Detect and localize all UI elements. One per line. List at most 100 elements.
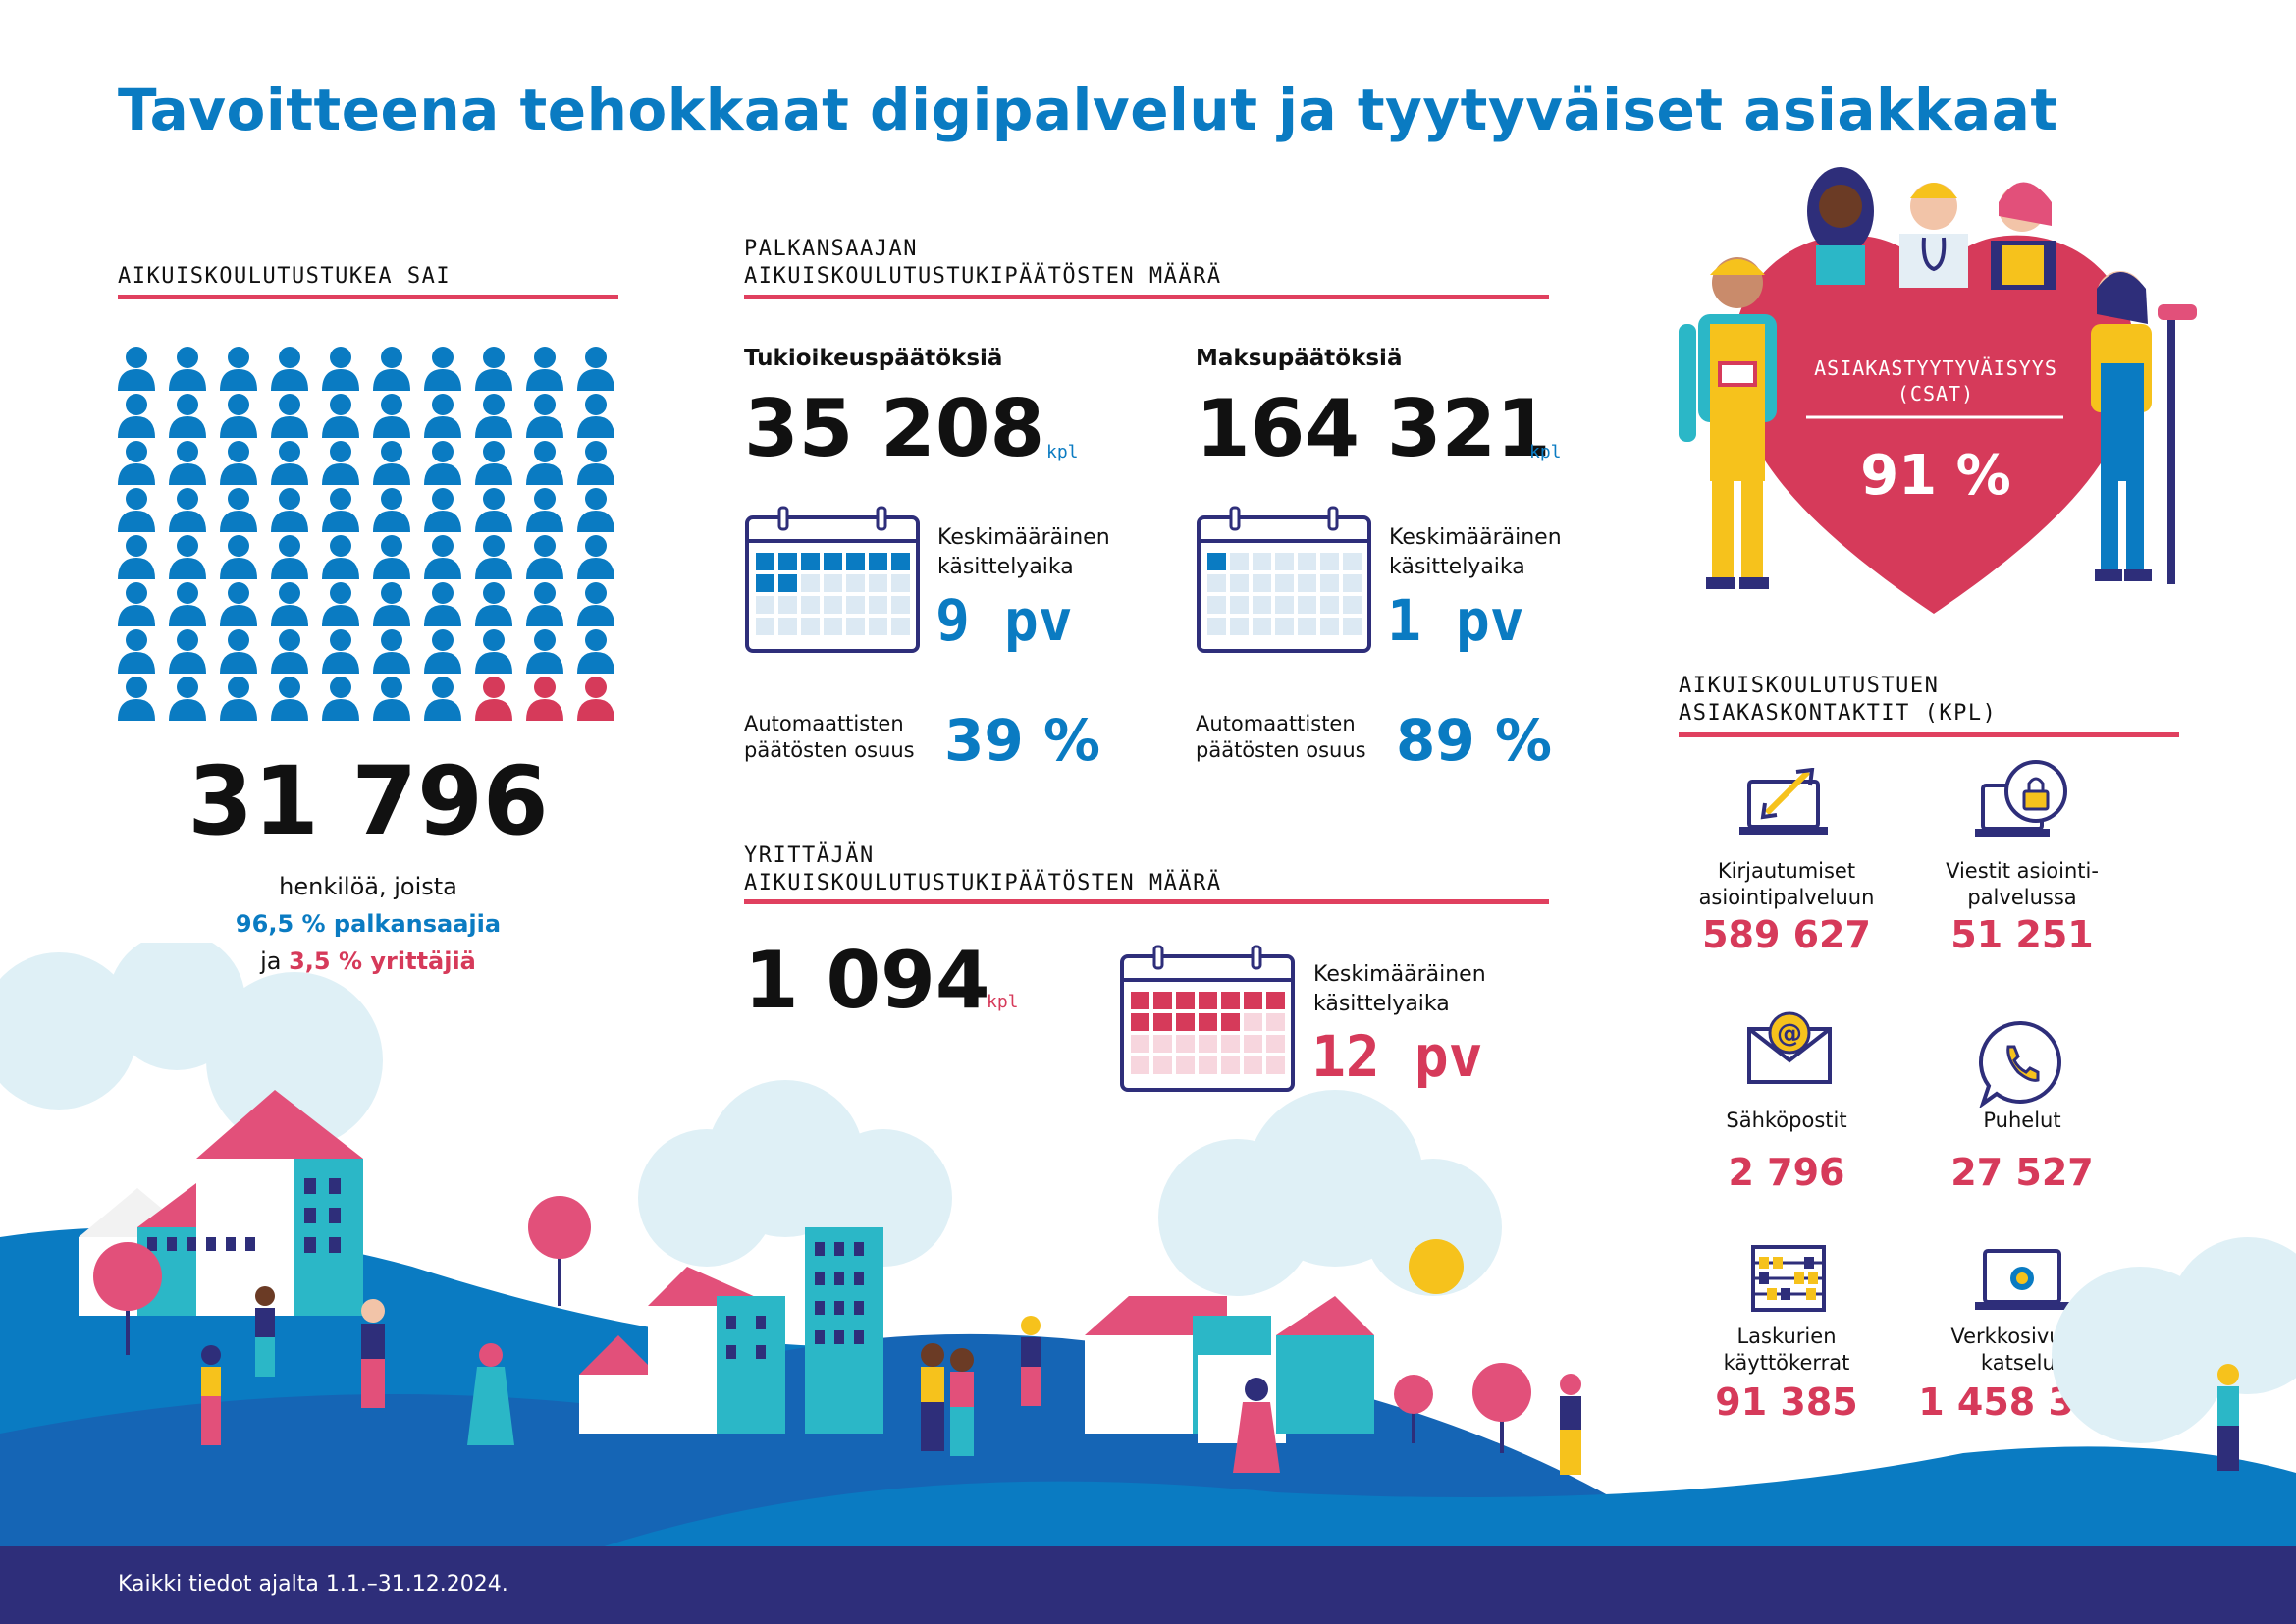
calendar-day-empty	[1244, 1013, 1262, 1031]
contact-logins-label-2: asiointipalveluun	[1698, 886, 1875, 909]
person-icon	[169, 441, 206, 485]
contact-messages-label-2: palvelussa	[1967, 886, 2077, 909]
login-laptop-icon	[1739, 768, 1828, 835]
person-icon	[322, 441, 359, 485]
contact-web-label-2: katselut	[1980, 1351, 2064, 1375]
contact-messages-value: 51 251	[1950, 913, 2094, 956]
calendar-day-filled	[756, 574, 774, 592]
entrepreneur-heading: YRITTÄJÄN AIKUISKOULUTUSTUKIPÄÄTÖSTEN MÄ…	[744, 842, 1222, 897]
person-icon	[424, 347, 461, 391]
col2-auto-label: Automaattisten päätösten osuus	[1196, 711, 1366, 764]
col2-title: Maksupäätöksiä	[1196, 346, 1403, 371]
person-icon	[577, 488, 614, 532]
calendar-day-empty	[1253, 553, 1271, 570]
person-icon	[322, 394, 359, 438]
person-icon	[220, 441, 257, 485]
abacus-icon	[1751, 1245, 1826, 1312]
person-icon	[271, 488, 308, 532]
calendar-day-empty	[756, 618, 774, 635]
person-icon	[373, 629, 410, 674]
person-icon	[424, 441, 461, 485]
calendar-day-empty	[1266, 1013, 1285, 1031]
person-icon	[169, 629, 206, 674]
contacts-heading-l1: AIKUISKOULUTUSTUEN	[1679, 674, 1940, 698]
people-line1: henkilöä, joista	[279, 873, 457, 900]
calendar-day-filled	[1153, 992, 1172, 1009]
calendar-day-empty	[1221, 1056, 1240, 1074]
col1-time-label: Keskimääräinen käsittelyaika	[937, 523, 1110, 582]
calendar-day-empty	[1343, 596, 1362, 614]
calendar-day-empty	[1230, 596, 1249, 614]
col1-value: 35 208	[744, 383, 1045, 474]
doctor-figure	[1899, 183, 1968, 288]
person-icon	[220, 582, 257, 626]
person-icon	[373, 582, 410, 626]
person-icon	[475, 535, 512, 579]
col2-value: 164 321	[1196, 383, 1551, 474]
person-icon	[118, 629, 155, 674]
entrepreneur-value: 1 094	[744, 935, 990, 1026]
person-icon	[475, 582, 512, 626]
person-icon	[271, 535, 308, 579]
col2-time-label: Keskimääräinen käsittelyaika	[1389, 523, 1562, 582]
people-grid	[118, 347, 614, 721]
contact-calculator-label-2: käyttökerrat	[1723, 1351, 1850, 1375]
person-icon	[118, 347, 155, 391]
calendar-day-empty	[1253, 618, 1271, 635]
person-icon	[169, 347, 206, 391]
heart-shape	[1732, 235, 2136, 614]
calendar-day-empty	[756, 596, 774, 614]
phone-icon	[1978, 1020, 2061, 1108]
person-icon	[424, 488, 461, 532]
employee-heading-l1: PALKANSAAJAN	[744, 237, 918, 261]
calendar-day-empty	[1207, 574, 1226, 592]
calendar-day-empty	[869, 574, 887, 592]
person-icon	[271, 629, 308, 674]
calendar-day-empty	[824, 618, 842, 635]
person-icon	[475, 629, 512, 674]
contact-logins-value: 589 627	[1702, 913, 1871, 956]
contact-messages-label-1: Viestit asiointi-	[1946, 859, 2099, 883]
calendar-day-empty	[846, 574, 865, 592]
painter-figure	[2091, 271, 2197, 584]
calendar-day-filled	[1153, 1013, 1172, 1031]
col1-time-label-2: käsittelyaika	[937, 555, 1074, 579]
entrepreneur-heading-rule	[744, 899, 1549, 904]
col2-auto-value: 89 %	[1396, 707, 1553, 774]
calendar-day-empty	[1298, 618, 1316, 635]
woman-figure-1	[1807, 167, 1874, 285]
person-icon	[577, 629, 614, 674]
person-icon	[526, 394, 563, 438]
person-icon	[577, 677, 614, 721]
calendar-day-empty	[1320, 574, 1339, 592]
person-icon	[373, 441, 410, 485]
employee-heading: PALKANSAAJAN AIKUISKOULUTUSTUKIPÄÄTÖSTEN…	[744, 236, 1222, 291]
person-icon	[322, 488, 359, 532]
calendar-day-empty	[778, 596, 797, 614]
calendar-day-filled	[1266, 992, 1285, 1009]
col1-time-label-1: Keskimääräinen	[937, 525, 1110, 550]
entrepreneur-time-label-1: Keskimääräinen	[1313, 962, 1486, 987]
houses-middle	[579, 1227, 1531, 1453]
person-icon	[373, 394, 410, 438]
calendar-day-empty	[869, 618, 887, 635]
calendar-day-empty	[1266, 1056, 1285, 1074]
footer-bar: Kaikki tiedot ajalta 1.1.–31.12.2024.	[0, 1546, 2296, 1624]
calendar-day-empty	[824, 574, 842, 592]
calendar-day-empty	[1343, 618, 1362, 635]
calendar-day-filled	[1221, 1013, 1240, 1031]
calendar-day-empty	[1153, 1056, 1172, 1074]
person-icon	[373, 677, 410, 721]
calendar-day-empty	[1199, 1035, 1217, 1053]
secure-message-icon	[1975, 760, 2067, 837]
woman-figure-2	[1991, 182, 2056, 290]
person-icon	[424, 629, 461, 674]
person-icon	[169, 535, 206, 579]
calendar-day-empty	[801, 574, 820, 592]
contact-calculator-label-1: Laskurien	[1736, 1325, 1837, 1348]
col1-time-value: 9 pv	[935, 587, 1073, 654]
calendar-day-empty	[891, 574, 910, 592]
page-title: Tavoitteena tehokkaat digipalvelut ja ty…	[118, 77, 2058, 143]
person-icon	[526, 441, 563, 485]
calendar-day-empty	[846, 596, 865, 614]
